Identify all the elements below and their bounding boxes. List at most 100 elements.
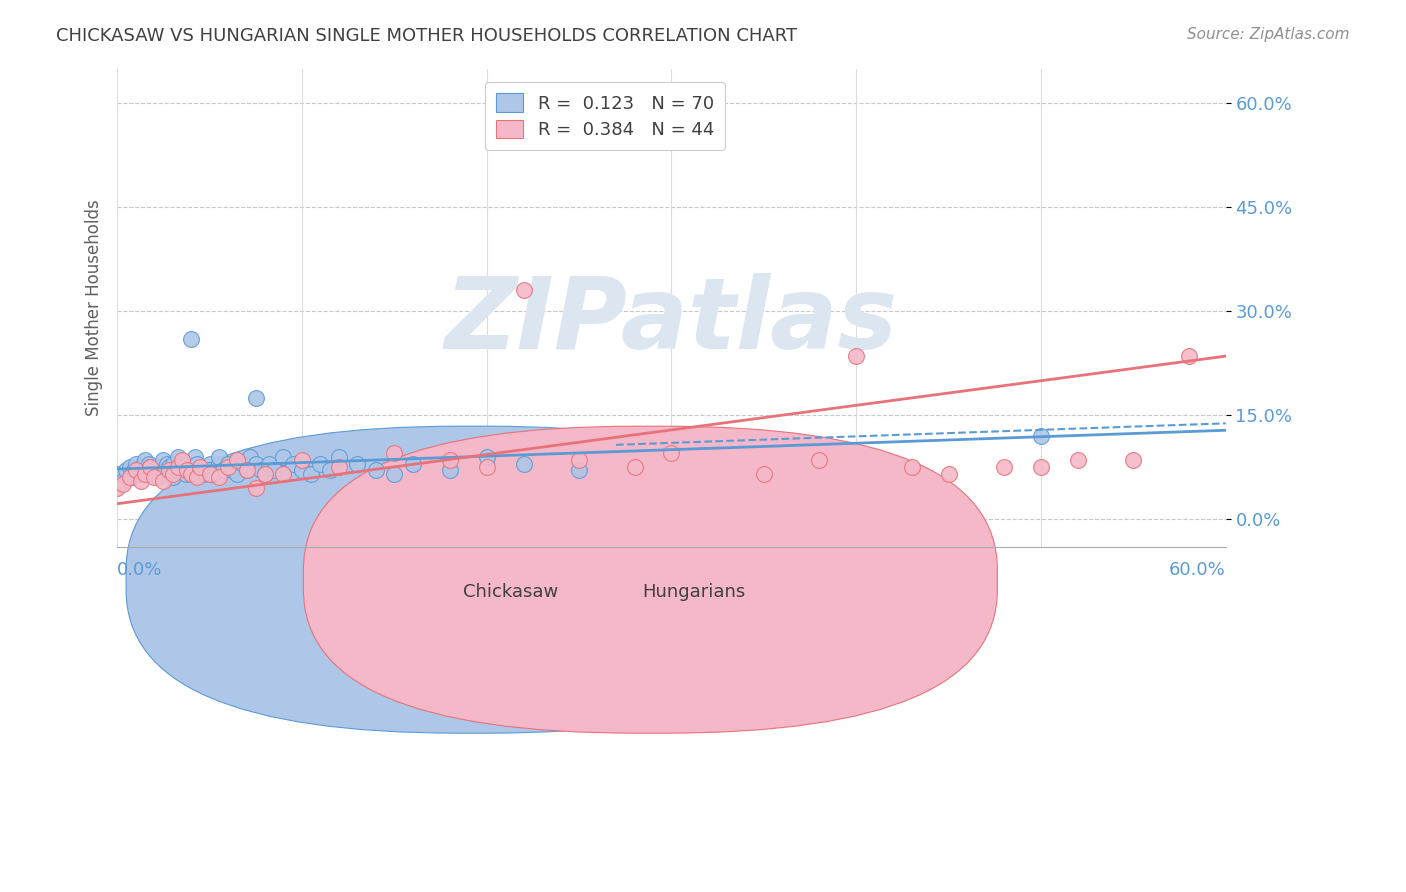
- Point: [202, 467, 225, 481]
- Point: [174, 467, 197, 481]
- FancyBboxPatch shape: [304, 426, 997, 733]
- Point: [299, 467, 322, 481]
- Point: [162, 457, 184, 471]
- Point: [124, 463, 146, 477]
- Point: [152, 474, 174, 488]
- Point: [235, 463, 257, 477]
- Point: [121, 470, 143, 484]
- Point: [226, 467, 249, 481]
- Point: [145, 467, 167, 481]
- Point: [170, 453, 193, 467]
- Point: [159, 467, 181, 481]
- Point: [752, 467, 775, 481]
- Point: [845, 349, 868, 363]
- Point: [239, 450, 262, 464]
- Point: [143, 463, 166, 477]
- Point: [198, 463, 221, 477]
- Point: [167, 450, 190, 464]
- Point: [808, 453, 831, 467]
- Y-axis label: Single Mother Households: Single Mother Households: [86, 199, 103, 416]
- Text: Hungarians: Hungarians: [643, 582, 745, 600]
- Point: [661, 446, 683, 460]
- Point: [139, 460, 162, 475]
- Point: [439, 453, 461, 467]
- Point: [139, 460, 162, 475]
- Text: 0.0%: 0.0%: [117, 560, 163, 579]
- Point: [439, 463, 461, 477]
- Point: [124, 457, 146, 471]
- Text: CHICKASAW VS HUNGARIAN SINGLE MOTHER HOUSEHOLDS CORRELATION CHART: CHICKASAW VS HUNGARIAN SINGLE MOTHER HOU…: [56, 27, 797, 45]
- Point: [170, 457, 193, 471]
- Point: [162, 467, 184, 481]
- Point: [568, 453, 591, 467]
- Point: [364, 463, 387, 477]
- Text: 60.0%: 60.0%: [1168, 560, 1226, 579]
- Point: [217, 460, 239, 475]
- Point: [346, 457, 368, 471]
- Point: [900, 460, 922, 475]
- Point: [138, 457, 160, 471]
- Point: [328, 460, 350, 475]
- Point: [475, 450, 498, 464]
- Point: [143, 470, 166, 484]
- Point: [180, 332, 202, 346]
- Point: [120, 460, 142, 475]
- Point: [291, 453, 314, 467]
- Point: [176, 463, 198, 477]
- Point: [167, 460, 190, 475]
- Point: [309, 457, 332, 471]
- Legend: R =  0.123   N = 70, R =  0.384   N = 44: R = 0.123 N = 70, R = 0.384 N = 44: [485, 82, 724, 150]
- Point: [111, 477, 134, 491]
- Point: [1029, 429, 1052, 443]
- Text: ZIPatlas: ZIPatlas: [444, 274, 898, 370]
- Point: [250, 463, 273, 477]
- Point: [1029, 460, 1052, 475]
- Point: [115, 463, 138, 477]
- Point: [180, 463, 202, 477]
- Point: [134, 463, 156, 477]
- Point: [128, 467, 150, 481]
- Point: [226, 453, 249, 467]
- Point: [162, 470, 184, 484]
- Point: [475, 460, 498, 475]
- Point: [152, 453, 174, 467]
- Text: Source: ZipAtlas.com: Source: ZipAtlas.com: [1187, 27, 1350, 42]
- Point: [273, 450, 295, 464]
- Point: [129, 460, 152, 475]
- Point: [170, 463, 193, 477]
- Point: [253, 467, 276, 481]
- Point: [198, 467, 221, 481]
- Point: [245, 481, 267, 495]
- Point: [186, 470, 208, 484]
- Point: [512, 457, 534, 471]
- Point: [245, 391, 267, 405]
- Point: [235, 463, 257, 477]
- FancyBboxPatch shape: [127, 426, 820, 733]
- Point: [382, 467, 405, 481]
- Point: [382, 446, 405, 460]
- Point: [198, 457, 221, 471]
- Point: [156, 457, 179, 471]
- Point: [186, 457, 208, 471]
- Point: [232, 457, 254, 471]
- Point: [257, 457, 280, 471]
- Point: [180, 467, 202, 481]
- Point: [193, 467, 215, 481]
- Point: [568, 463, 591, 477]
- Point: [328, 450, 350, 464]
- Point: [184, 450, 207, 464]
- Point: [273, 467, 295, 481]
- Point: [111, 474, 134, 488]
- Point: [221, 463, 243, 477]
- Point: [134, 453, 156, 467]
- Point: [176, 457, 198, 471]
- Point: [188, 460, 211, 475]
- Point: [211, 463, 233, 477]
- Point: [152, 463, 174, 477]
- Point: [1178, 349, 1201, 363]
- Point: [291, 463, 314, 477]
- Point: [263, 463, 285, 477]
- Point: [157, 460, 180, 475]
- Point: [188, 463, 211, 477]
- Point: [245, 457, 267, 471]
